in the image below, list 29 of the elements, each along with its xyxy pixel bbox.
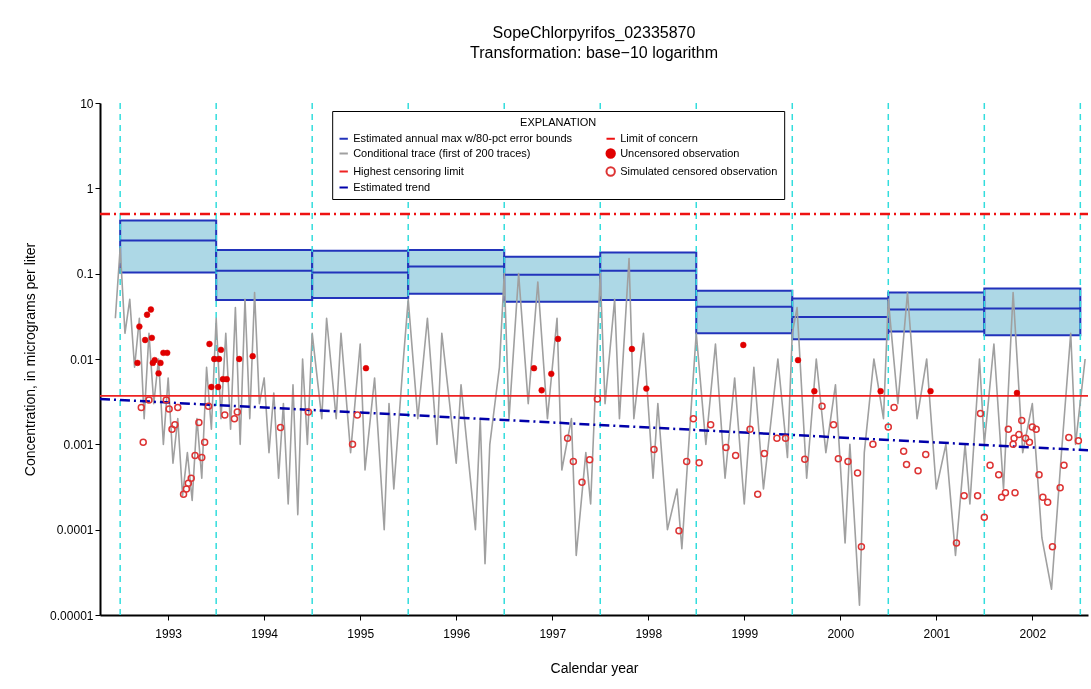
chart-title: SopeChlorpyrifos_02335870 xyxy=(492,24,696,42)
y-tick-label: 0.01 xyxy=(70,352,94,367)
y-axis-title: Concentration, in micrograms per liter xyxy=(22,242,39,477)
legend-label: Simulated censored observation xyxy=(620,164,778,177)
y-tick-label: 0.00001 xyxy=(50,608,94,623)
legend-label: Estimated trend xyxy=(353,180,431,193)
x-tick-label: 2002 xyxy=(1019,626,1047,641)
legend-label: Limit of concern xyxy=(620,131,698,144)
legend-label: Estimated annual max w/80-pct error bounds xyxy=(353,131,573,144)
x-tick-label: 1995 xyxy=(347,626,375,641)
legend-label: Conditional trace (first of 200 traces) xyxy=(353,146,531,159)
legend-label: Highest censoring limit xyxy=(353,164,464,177)
y-tick-label: 0.1 xyxy=(76,267,94,282)
chart-subtitle: Transformation: base−10 logarithm xyxy=(470,44,718,61)
x-tick-label: 1998 xyxy=(635,626,663,641)
x-axis-title: Calendar year xyxy=(550,659,639,676)
x-tick-label: 1994 xyxy=(251,626,279,641)
y-tick-label: 0.001 xyxy=(63,437,94,452)
legend-label: Uncensored observation xyxy=(620,146,740,159)
y-tick-label: 0.0001 xyxy=(56,523,94,538)
x-tick-label: 1996 xyxy=(443,626,471,641)
x-tick-label: 1999 xyxy=(731,626,759,641)
y-tick-label: 10 xyxy=(80,96,94,111)
x-tick-label: 1997 xyxy=(539,626,567,641)
x-tick-label: 2000 xyxy=(827,626,855,641)
y-tick-label: 1 xyxy=(86,181,94,196)
legend-title: EXPLANATION xyxy=(520,116,597,128)
x-tick-label: 2001 xyxy=(923,626,951,641)
x-tick-label: 1993 xyxy=(155,626,183,641)
